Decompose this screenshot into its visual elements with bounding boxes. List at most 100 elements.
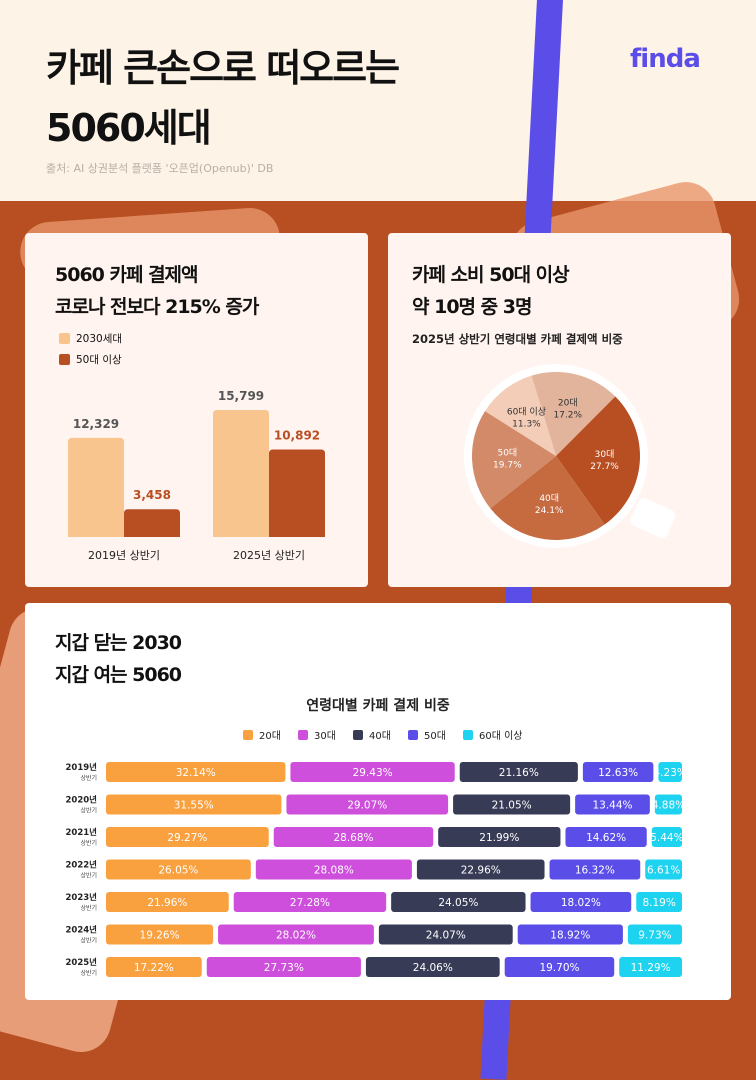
card-title-line: 5060 카페 결제액 — [55, 264, 199, 286]
pie-slice — [531, 372, 616, 456]
stacked-segment — [416, 859, 545, 880]
stacked-segment — [233, 892, 387, 912]
slice-value: 27.7% — [590, 462, 619, 472]
data-label: 15,799 — [218, 389, 264, 403]
stacked-segment — [290, 762, 455, 782]
legend-label: 60대 이상 — [479, 730, 523, 742]
stacked-segment — [504, 957, 615, 977]
stacked-segment — [255, 859, 412, 880]
stacked-segment — [273, 827, 434, 847]
finda-logo: finda — [630, 44, 701, 74]
segment-label: 21.16% — [499, 767, 539, 779]
pie-slice — [556, 396, 640, 525]
legend-label: 50대 — [424, 730, 446, 742]
stacked-segment — [106, 957, 202, 977]
category-label: 2019년 상반기 — [88, 549, 160, 562]
row-label: 2022년 — [66, 860, 98, 871]
segment-label: 14.62% — [586, 832, 626, 844]
pie-slice — [485, 375, 556, 456]
segment-label: 28.68% — [333, 832, 373, 844]
data-label: 10,892 — [274, 428, 320, 442]
segment-label: 8.19% — [642, 897, 675, 909]
stacked-segment — [106, 794, 282, 815]
source-note: 출처: AI 상권분석 플랫폼 '오픈업(Openub)' DB — [46, 162, 274, 175]
segment-label: 4.23% — [654, 767, 687, 779]
segment-label: 21.05% — [492, 800, 532, 812]
row-sublabel: 상반기 — [80, 904, 97, 912]
pie-subtitle: 2025년 상반기 연령대별 카페 결제액 비중 — [412, 332, 623, 346]
segment-label: 29.07% — [347, 800, 387, 812]
segment-label: 21.99% — [479, 832, 519, 844]
row-sublabel: 상반기 — [80, 872, 97, 880]
slice-label: 50대 — [497, 448, 517, 459]
stacked-segment — [378, 924, 513, 945]
segment-label: 24.07% — [426, 930, 466, 942]
stacked-chart-title: 연령대별 카페 결제 비중 — [306, 698, 450, 714]
stacked-segment — [645, 859, 682, 880]
stacked-segment — [549, 859, 641, 880]
card-title: 지갑 닫는 2030 지갑 여는 5060 — [55, 627, 182, 691]
segment-label: 19.70% — [539, 962, 579, 974]
row-label: 2021년 — [66, 827, 98, 838]
stacked-segment — [530, 892, 632, 912]
stacked-segment — [106, 859, 251, 880]
card-title-line: 카페 소비 50대 이상 — [412, 264, 570, 286]
stacked-segment — [619, 957, 682, 977]
row-label: 2024년 — [66, 925, 98, 936]
segment-label: 13.44% — [592, 800, 632, 812]
segment-label: 12.63% — [598, 767, 638, 779]
legend-swatch — [463, 730, 473, 740]
row-label: 2020년 — [66, 795, 98, 806]
card-title-line: 코로나 전보다 215% 증가 — [55, 296, 259, 318]
segment-label: 22.96% — [461, 865, 501, 877]
stacked-segment — [453, 794, 571, 815]
pie-slice — [472, 411, 556, 509]
segment-label: 26.05% — [158, 865, 198, 877]
segment-label: 31.55% — [174, 800, 214, 812]
category-label: 2025년 상반기 — [233, 549, 305, 562]
segment-label: 32.14% — [176, 767, 216, 779]
legend-item: 50대 이상 — [59, 352, 122, 367]
segment-label: 28.08% — [314, 865, 354, 877]
data-label: 3,458 — [133, 488, 171, 502]
bar — [68, 437, 124, 537]
segment-label: 29.43% — [353, 767, 393, 779]
segment-label: 19.26% — [140, 930, 180, 942]
stacked-segment — [106, 892, 229, 912]
legend-swatch — [243, 730, 253, 740]
stacked-segment — [651, 827, 682, 847]
slice-value: 17.2% — [553, 411, 582, 421]
stacked-segment — [106, 762, 286, 782]
legend-swatch — [298, 730, 308, 740]
stacked-segment — [636, 892, 682, 912]
segment-label: 9.73% — [638, 930, 671, 942]
pie-chart: 20대 17.2% 30대 27.7% 40대 24.1% 50대 19.7% 60대 이상 11… — [464, 364, 676, 548]
slice-value: 24.1% — [535, 506, 564, 516]
page-title: 카페 큰손으로 떠오르는 5060세대 — [46, 38, 400, 158]
slice-value: 11.3% — [512, 419, 541, 429]
header: 카페 큰손으로 떠오르는 5060세대 출처: AI 상권분석 플랫폼 '오픈업(… — [0, 0, 756, 201]
card-title-line: 약 10명 중 3명 — [412, 296, 532, 318]
card-payment-growth: 5060 카페 결제액 코로나 전보다 215% 증가 2030세대 50대 이상… — [25, 233, 368, 587]
segment-label: 18.92% — [550, 930, 590, 942]
row-sublabel: 상반기 — [80, 969, 97, 977]
legend-label: 50대 이상 — [76, 354, 122, 366]
stacked-segment — [286, 794, 449, 815]
stacked-segment — [106, 827, 269, 847]
row-sublabel: 상반기 — [80, 807, 97, 815]
legend-swatch — [59, 354, 70, 365]
slice-label: 30대 — [595, 449, 615, 460]
stacked-segment — [459, 762, 578, 782]
cup-handle — [630, 497, 676, 539]
slice-label: 60대 이상 — [507, 406, 546, 417]
legend-swatch — [408, 730, 418, 740]
card-title-line: 지갑 여는 5060 — [55, 664, 182, 686]
data-label: 12,329 — [73, 417, 119, 431]
stacked-segment — [106, 924, 214, 945]
stacked-segment — [391, 892, 526, 912]
segment-label: 24.05% — [438, 897, 478, 909]
